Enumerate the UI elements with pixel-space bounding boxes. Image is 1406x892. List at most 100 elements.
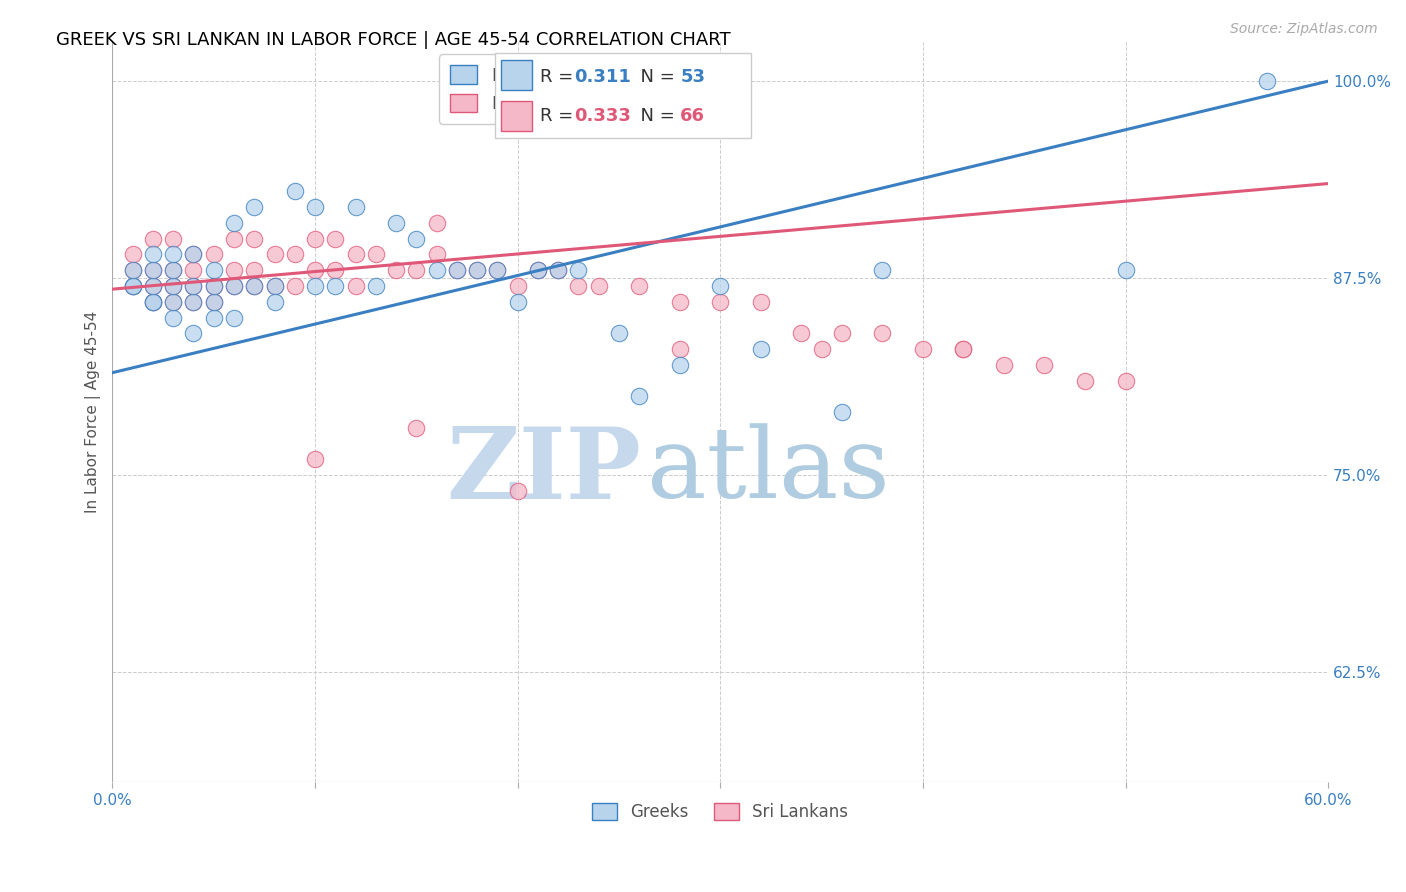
- Point: [142, 263, 165, 277]
- Point: [426, 216, 449, 230]
- Point: [344, 247, 367, 261]
- Point: [202, 294, 225, 309]
- Point: [183, 279, 205, 293]
- Point: [304, 200, 326, 214]
- Point: [142, 294, 165, 309]
- Text: GREEK VS SRI LANKAN IN LABOR FORCE | AGE 45-54 CORRELATION CHART: GREEK VS SRI LANKAN IN LABOR FORCE | AGE…: [56, 31, 731, 49]
- Point: [304, 452, 326, 467]
- Text: R =: R =: [540, 69, 579, 87]
- Point: [304, 263, 326, 277]
- Point: [162, 294, 184, 309]
- Point: [527, 263, 550, 277]
- Point: [121, 279, 143, 293]
- Point: [323, 279, 346, 293]
- Point: [142, 247, 165, 261]
- Point: [405, 421, 427, 435]
- Point: [183, 247, 205, 261]
- Point: [872, 326, 894, 341]
- Point: [323, 232, 346, 246]
- Point: [183, 294, 205, 309]
- Point: [567, 279, 589, 293]
- FancyBboxPatch shape: [495, 53, 751, 138]
- Point: [162, 279, 184, 293]
- Point: [263, 279, 285, 293]
- Point: [952, 342, 974, 356]
- Point: [628, 279, 651, 293]
- Point: [121, 279, 143, 293]
- Point: [162, 310, 184, 325]
- Point: [263, 279, 285, 293]
- Point: [446, 263, 468, 277]
- Point: [284, 247, 307, 261]
- Point: [121, 263, 143, 277]
- Point: [222, 279, 245, 293]
- Point: [243, 279, 266, 293]
- Point: [162, 247, 184, 261]
- Legend: Greeks, Sri Lankans: Greeks, Sri Lankans: [585, 796, 855, 828]
- Point: [547, 263, 569, 277]
- Point: [284, 279, 307, 293]
- Point: [344, 200, 367, 214]
- Point: [162, 263, 184, 277]
- Point: [506, 294, 529, 309]
- Point: [749, 342, 772, 356]
- Point: [142, 279, 165, 293]
- Point: [142, 263, 165, 277]
- Point: [183, 247, 205, 261]
- Point: [183, 279, 205, 293]
- Point: [628, 389, 651, 403]
- Point: [162, 294, 184, 309]
- Point: [222, 263, 245, 277]
- Point: [709, 294, 731, 309]
- Text: 0.333: 0.333: [575, 107, 631, 125]
- Point: [385, 263, 408, 277]
- Point: [405, 232, 427, 246]
- Point: [993, 358, 1015, 372]
- Point: [668, 294, 690, 309]
- Text: 53: 53: [681, 69, 706, 87]
- Point: [872, 263, 894, 277]
- Point: [465, 263, 488, 277]
- Point: [142, 232, 165, 246]
- Point: [709, 279, 731, 293]
- Point: [506, 279, 529, 293]
- Point: [162, 279, 184, 293]
- Point: [121, 279, 143, 293]
- Point: [506, 483, 529, 498]
- Point: [364, 279, 387, 293]
- Point: [486, 263, 509, 277]
- Point: [446, 263, 468, 277]
- Point: [222, 216, 245, 230]
- Point: [183, 326, 205, 341]
- Point: [831, 405, 853, 419]
- Point: [284, 185, 307, 199]
- Point: [222, 279, 245, 293]
- Point: [183, 263, 205, 277]
- Point: [142, 294, 165, 309]
- Point: [202, 247, 225, 261]
- Text: R =: R =: [540, 107, 579, 125]
- Point: [202, 263, 225, 277]
- Point: [567, 263, 589, 277]
- Point: [668, 358, 690, 372]
- Point: [243, 263, 266, 277]
- Text: Source: ZipAtlas.com: Source: ZipAtlas.com: [1230, 22, 1378, 37]
- Point: [588, 279, 610, 293]
- Point: [749, 294, 772, 309]
- Point: [202, 294, 225, 309]
- Point: [202, 279, 225, 293]
- Point: [810, 342, 832, 356]
- Text: N =: N =: [628, 69, 681, 87]
- Point: [426, 263, 449, 277]
- Point: [405, 263, 427, 277]
- Point: [162, 232, 184, 246]
- Point: [243, 232, 266, 246]
- Point: [183, 294, 205, 309]
- Point: [668, 342, 690, 356]
- Point: [952, 342, 974, 356]
- Point: [911, 342, 934, 356]
- Point: [547, 263, 569, 277]
- Point: [323, 263, 346, 277]
- Point: [1033, 358, 1056, 372]
- Point: [486, 263, 509, 277]
